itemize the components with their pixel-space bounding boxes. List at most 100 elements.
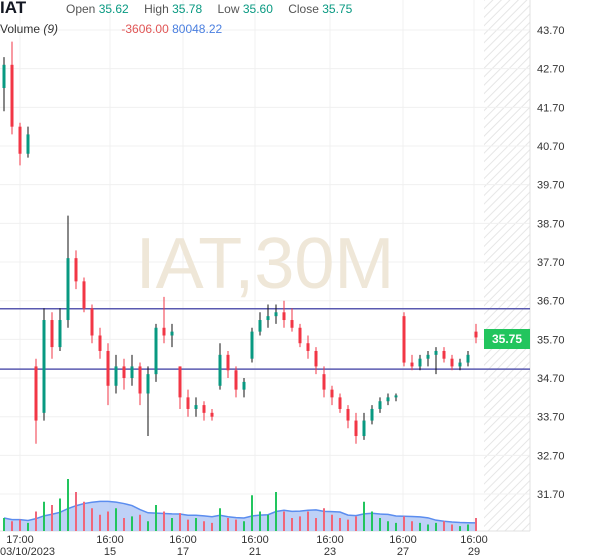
volume-bar — [251, 495, 253, 531]
candle — [162, 296, 166, 344]
low-value: 35.60 — [242, 2, 273, 16]
y-tick-label: 40.70 — [537, 141, 565, 153]
candle-body — [306, 343, 310, 351]
candle — [306, 335, 310, 359]
x-tick-label: 16:00 — [316, 534, 344, 546]
volume-bar — [219, 508, 221, 531]
volume-bar — [443, 521, 445, 531]
candle — [170, 323, 174, 348]
candle — [18, 122, 22, 166]
candle — [354, 412, 358, 444]
candle — [226, 350, 230, 379]
candle-body — [114, 366, 118, 386]
watermark: IAT,30M — [136, 224, 395, 304]
candle — [58, 308, 62, 351]
x-tick-label: 03/10/2023 — [0, 546, 55, 558]
x-tick-label: 17 — [177, 546, 189, 558]
candle — [50, 312, 54, 359]
candle — [218, 343, 222, 390]
candle-body — [18, 126, 22, 154]
candle-body — [298, 327, 302, 344]
volume-bar — [43, 501, 45, 531]
volume-bar — [291, 518, 293, 531]
x-tick-label: 21 — [249, 546, 261, 558]
candle-body — [354, 420, 358, 437]
candle-body — [74, 258, 78, 282]
close-value: 35.75 — [322, 2, 353, 16]
volume-period: (9) — [43, 22, 59, 36]
last-price-badge: 35.75 — [484, 329, 530, 349]
candle-body — [186, 397, 190, 409]
candle-body — [338, 397, 342, 409]
candle-body — [42, 320, 46, 413]
x-tick-label: 16:00 — [460, 534, 488, 546]
candle — [314, 347, 318, 375]
low-label: Low — [217, 2, 240, 16]
candle-body — [386, 397, 390, 402]
volume-bar — [147, 521, 149, 531]
candle-body — [330, 389, 334, 398]
candle — [26, 126, 30, 158]
volume-bar — [171, 518, 173, 531]
volume-ma-area — [4, 501, 476, 531]
candle-body — [218, 354, 222, 386]
candle — [210, 408, 214, 421]
candle-body — [466, 354, 470, 363]
volume-bar — [371, 511, 373, 531]
candle — [10, 41, 14, 135]
volume-bar — [123, 518, 125, 531]
volume-bar — [99, 514, 101, 531]
candle — [122, 358, 126, 390]
candle — [450, 354, 454, 371]
x-tick-label: 17:00 — [6, 534, 34, 546]
candle-body — [410, 362, 414, 367]
candle-body — [426, 354, 430, 359]
volume-bar — [395, 522, 397, 531]
candle-body — [474, 331, 478, 338]
candle-body — [394, 395, 398, 398]
volume-bar — [403, 516, 405, 531]
open-label: Open — [66, 2, 96, 16]
high-value: 35.78 — [172, 2, 203, 16]
volume-bar — [107, 511, 109, 531]
volume-bar — [307, 511, 309, 531]
candle-body — [378, 401, 382, 409]
y-tick-label: 39.70 — [537, 180, 565, 192]
candle — [330, 385, 334, 406]
candle — [90, 304, 94, 344]
candle-body — [322, 374, 326, 390]
x-tick-label: 16:00 — [96, 534, 124, 546]
x-tick-label: 16:00 — [241, 534, 269, 546]
volume-bar — [131, 516, 133, 531]
candle — [274, 304, 278, 324]
volume-legend: Volume (9) -3606.00 80048.22 — [0, 22, 222, 36]
volume-bar — [331, 514, 333, 531]
volume-bar — [11, 521, 13, 531]
candle — [250, 327, 254, 363]
candle-body — [138, 366, 142, 394]
high-label: High — [144, 2, 169, 16]
candle — [282, 300, 286, 328]
candle-body — [194, 405, 198, 409]
volume-bar — [339, 518, 341, 531]
volume-bar — [227, 518, 229, 531]
candle-body — [146, 374, 150, 394]
volume-bar — [315, 518, 317, 531]
volume-bar — [459, 526, 461, 531]
volume-bar — [195, 518, 197, 531]
candle — [154, 323, 158, 382]
candle — [146, 366, 150, 437]
volume-bar — [179, 513, 181, 531]
candle-body — [434, 350, 438, 355]
volume-bar — [187, 519, 189, 531]
y-tick-label: 36.70 — [537, 296, 565, 308]
volume-bar — [419, 522, 421, 531]
candle-body — [106, 350, 110, 386]
volume-bar — [19, 519, 21, 531]
y-tick-label: 38.70 — [537, 218, 565, 230]
volume-bar — [475, 518, 477, 531]
volume-value: -3606.00 — [121, 22, 169, 36]
volume-bar — [235, 519, 237, 531]
symbol-title: IAT — [0, 0, 27, 17]
